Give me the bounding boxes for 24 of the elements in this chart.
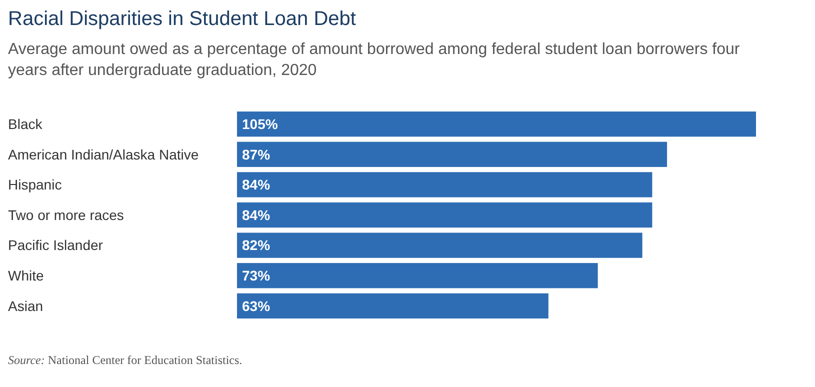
chart-title: Racial Disparities in Student Loan Debt [8, 8, 356, 30]
source-note: Source: National Center for Education Statistics. [8, 353, 242, 367]
data-label: 82% [242, 237, 271, 254]
data-label: 87% [242, 146, 271, 162]
y-tick-label: Black [8, 116, 44, 132]
data-label: 105% [242, 116, 278, 132]
bar [237, 202, 652, 228]
y-tick-label: Pacific Islander [8, 237, 104, 254]
bar [237, 232, 642, 258]
y-tick-label: Hispanic [8, 176, 62, 193]
bar [237, 172, 652, 198]
bar [237, 142, 668, 167]
data-label: 84% [242, 206, 271, 223]
bar [237, 293, 548, 318]
y-tick-label: American Indian/Alaska Native [8, 146, 199, 162]
y-tick-label: Asian [8, 298, 44, 314]
data-label: 73% [242, 268, 271, 284]
bar [237, 112, 756, 137]
data-label: 63% [242, 298, 271, 314]
bar [237, 263, 598, 288]
y-tick-label: Two or more races [8, 206, 124, 223]
y-tick-label: White [8, 268, 44, 284]
chart-subtitle: Average amount owed as a percentage of amount borrowed among federal student loan borrowers four years after undergraduate graduation, 2020 [8, 41, 740, 79]
data-label: 84% [242, 176, 271, 193]
